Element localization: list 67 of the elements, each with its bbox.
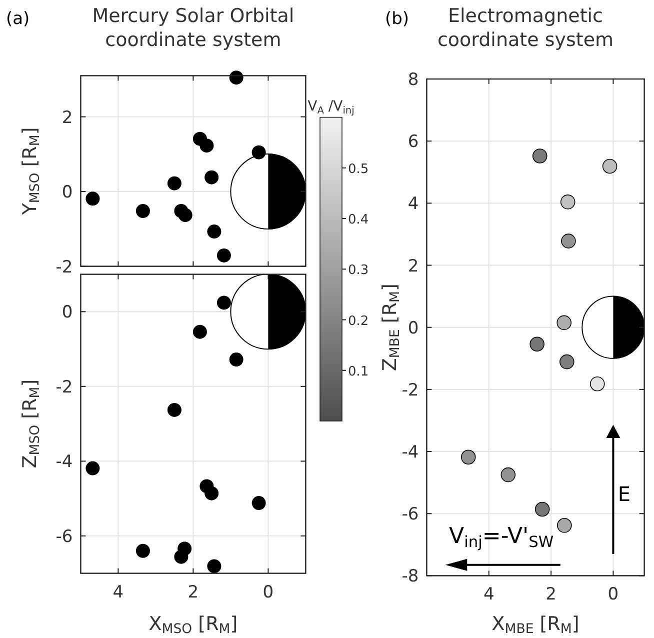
color-bar-title: V$_{A}$ /V$_{inj}$: [308, 98, 354, 116]
x-tick-label: 0: [262, 582, 274, 602]
y-tick-label: 6: [408, 132, 419, 152]
point: [167, 176, 182, 190]
point: [500, 467, 516, 482]
y-tick-label: -2: [56, 377, 73, 398]
y-tick-label: 0: [62, 302, 73, 323]
y-tick-label: 0: [408, 318, 419, 338]
point: [216, 248, 231, 262]
point: [192, 324, 207, 339]
point: [252, 145, 266, 160]
point: [559, 354, 574, 370]
point: [229, 352, 244, 367]
point: [136, 544, 150, 558]
point: [532, 148, 548, 164]
text: (b): [385, 9, 410, 29]
color-bar-label: 0.5: [348, 162, 369, 177]
color-bar-label: 0.1: [348, 364, 369, 380]
point: [167, 402, 182, 417]
chart-title: Electromagnetic coordinate system: [437, 5, 614, 51]
x-axis-title: X$_{MSO}$ [R$_{M}$]: [148, 613, 238, 638]
y-tick-label: -6: [56, 526, 73, 547]
point: [590, 376, 605, 392]
y-tick-label: 8: [408, 70, 419, 90]
x-tick-label: 2: [188, 582, 199, 602]
point: [207, 224, 222, 239]
y-tick-label: -6: [402, 504, 419, 525]
point: [534, 502, 550, 517]
annotation: V$_{inj}$=-V'$_{SW}$: [449, 524, 554, 551]
y-tick-label: -4: [402, 442, 419, 463]
point: [86, 192, 100, 206]
y-tick-label: 2: [62, 108, 73, 128]
point: [204, 170, 219, 184]
point: [557, 518, 572, 533]
point: [561, 234, 576, 248]
color-bar-label: 0.4: [348, 212, 369, 228]
y-tick-label: 0: [62, 182, 73, 203]
y-tick-label: -2: [402, 380, 419, 400]
point: [178, 208, 192, 222]
y-tick-label: 4: [408, 194, 419, 214]
point: [252, 496, 266, 510]
point: [530, 336, 544, 352]
x-tick-label: 2: [546, 584, 556, 605]
point: [86, 461, 100, 476]
point: [136, 204, 150, 218]
point: [602, 158, 618, 174]
point: [174, 550, 188, 564]
chart-title: Mercury Solar Orbital coordinate system: [92, 5, 294, 51]
text: (a): [6, 9, 30, 29]
x-tick-label: 4: [112, 582, 124, 602]
x-axis-title: X$_{MBE}$ [R$_{M}$]: [492, 613, 580, 638]
color-bar-label: 0.2: [348, 314, 369, 329]
y-tick-label: -8: [402, 566, 419, 587]
point: [216, 296, 231, 310]
y-tick-label: -2: [56, 257, 73, 278]
x-tick-label: 0: [608, 584, 619, 605]
color-bar-label: 0.3: [348, 263, 369, 278]
y-tick-label: -4: [56, 452, 73, 472]
point: [207, 559, 222, 574]
point: [556, 315, 572, 330]
x-tick-label: 4: [483, 584, 494, 605]
point: [460, 450, 476, 465]
point: [204, 486, 219, 500]
point: [200, 138, 214, 153]
point: [560, 194, 576, 210]
y-tick-label: 2: [408, 256, 419, 276]
annotation: E: [618, 482, 631, 506]
